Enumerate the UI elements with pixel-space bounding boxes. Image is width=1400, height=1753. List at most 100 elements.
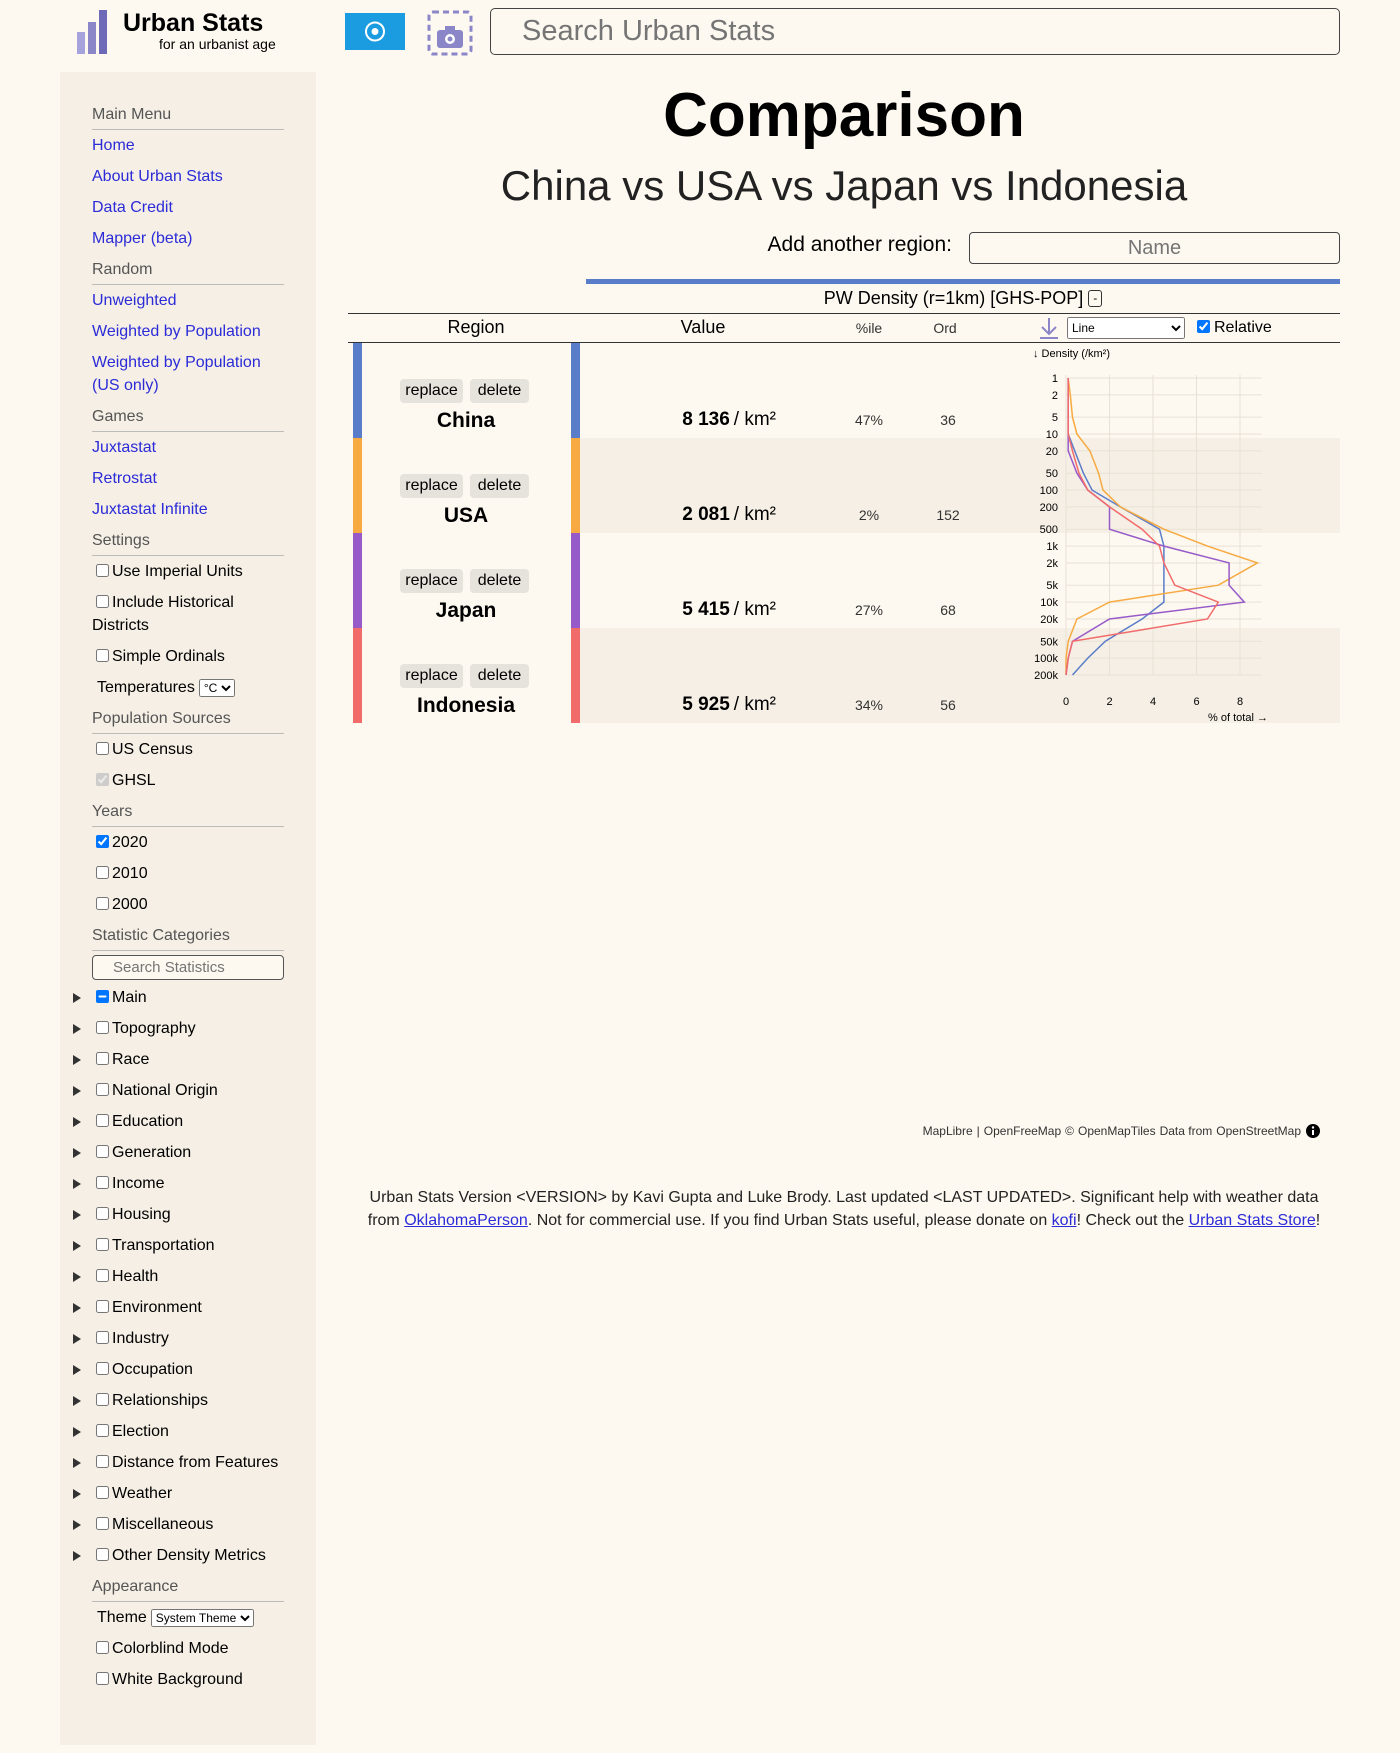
nav-link[interactable]: Weighted by Population	[92, 323, 261, 340]
site-title[interactable]: Urban Stats	[123, 9, 264, 37]
checkbox[interactable]	[96, 1548, 109, 1561]
checkbox[interactable]	[96, 1641, 109, 1654]
expand-arrow[interactable]	[73, 1365, 82, 1375]
checkbox[interactable]	[96, 1083, 109, 1096]
expand-arrow[interactable]	[73, 1179, 82, 1189]
expand-arrow[interactable]	[73, 1024, 82, 1034]
checkbox[interactable]	[96, 1052, 109, 1065]
checkbox[interactable]	[96, 1300, 109, 1313]
density-line	[1065, 377, 1260, 675]
checkbox[interactable]	[96, 1424, 109, 1437]
attribution-part[interactable]: MapLibre	[922, 1124, 973, 1138]
expand-arrow[interactable]	[73, 1241, 82, 1251]
region-name[interactable]: Indonesia	[416, 694, 516, 717]
expand-arrow[interactable]	[73, 1458, 82, 1468]
region-name[interactable]: Japan	[435, 599, 497, 622]
relative-checkbox[interactable]	[1197, 320, 1210, 333]
nav-link[interactable]: Unweighted	[92, 292, 177, 309]
expand-arrow[interactable]	[73, 1055, 82, 1065]
checkbox[interactable]	[96, 1114, 109, 1127]
expand-arrow[interactable]	[73, 1520, 82, 1530]
expand-arrow[interactable]	[73, 1551, 82, 1561]
replace-button[interactable]: replace	[400, 664, 463, 688]
footer-link[interactable]: kofi	[1051, 1212, 1077, 1229]
checkbox[interactable]	[96, 1393, 109, 1406]
expand-arrow[interactable]	[73, 1117, 82, 1127]
screenshot-button[interactable]	[427, 10, 473, 56]
add-region-input[interactable]	[969, 232, 1340, 264]
checkbox[interactable]	[96, 1269, 109, 1282]
checkbox[interactable]	[96, 1362, 109, 1375]
checkbox[interactable]	[96, 1672, 109, 1685]
expand-arrow[interactable]	[73, 1489, 82, 1499]
y-tick-label: 200	[1040, 502, 1058, 514]
attribution-part[interactable]: |	[976, 1124, 980, 1138]
nav-link[interactable]: Retrostat	[92, 470, 157, 487]
statistic-name[interactable]: PW Density (r=1km) [GHS-POP]	[823, 288, 1084, 308]
attribution-part[interactable]: Data from	[1159, 1124, 1213, 1138]
checkbox[interactable]	[96, 1486, 109, 1499]
delete-button[interactable]: delete	[470, 664, 529, 688]
checkbox[interactable]	[96, 742, 109, 755]
checkbox[interactable]	[96, 866, 109, 879]
checkbox[interactable]	[96, 1021, 109, 1034]
attribution-part[interactable]: OpenMapTiles	[1078, 1124, 1156, 1138]
info-icon[interactable]	[1305, 1123, 1321, 1139]
checkbox-label: Housing	[112, 1206, 171, 1223]
checkbox[interactable]	[96, 1238, 109, 1251]
replace-button[interactable]: replace	[400, 474, 463, 498]
setting-label: Temperatures	[97, 679, 195, 696]
checkbox[interactable]	[96, 1145, 109, 1158]
nav-link[interactable]: Juxtastat Infinite	[92, 501, 208, 518]
nav-link[interactable]: About Urban Stats	[92, 168, 223, 185]
checkbox[interactable]	[96, 990, 109, 1003]
region-name[interactable]: USA	[443, 504, 489, 527]
nav-link[interactable]: Home	[92, 137, 135, 154]
expand-arrow[interactable]	[73, 1334, 82, 1344]
checkbox[interactable]	[96, 835, 109, 848]
checkbox[interactable]	[96, 1176, 109, 1189]
expand-arrow[interactable]	[73, 1396, 82, 1406]
expand-arrow[interactable]	[73, 1427, 82, 1437]
nav-link[interactable]: Weighted by Population (US only)	[92, 354, 261, 394]
expand-arrow[interactable]	[73, 993, 82, 1003]
checkbox[interactable]	[96, 649, 109, 662]
collapse-button[interactable]: -	[1088, 290, 1103, 307]
delete-button[interactable]: delete	[470, 569, 529, 593]
expand-arrow[interactable]	[73, 1303, 82, 1313]
nav-link[interactable]: Data Credit	[92, 199, 173, 216]
footer-link[interactable]: OklahomaPerson	[404, 1212, 528, 1229]
checkbox[interactable]	[96, 595, 109, 608]
checkbox[interactable]	[96, 1455, 109, 1468]
expand-arrow[interactable]	[73, 1086, 82, 1096]
search-box[interactable]	[490, 8, 1340, 55]
attribution-part[interactable]: OpenFreeMap	[983, 1124, 1062, 1138]
statistic-bar	[586, 279, 1340, 284]
attribution-part[interactable]: ©	[1065, 1124, 1074, 1138]
checkbox[interactable]	[96, 773, 109, 786]
expand-arrow[interactable]	[73, 1210, 82, 1220]
checkbox[interactable]	[96, 1331, 109, 1344]
expand-arrow[interactable]	[73, 1272, 82, 1282]
footer-link[interactable]: Urban Stats Store	[1188, 1212, 1316, 1229]
expand-arrow[interactable]	[73, 1148, 82, 1158]
un-flag[interactable]	[345, 13, 405, 50]
checkbox[interactable]	[96, 1207, 109, 1220]
replace-button[interactable]: replace	[400, 569, 463, 593]
delete-button[interactable]: delete	[470, 474, 529, 498]
footer-text: ! Check out the	[1076, 1212, 1189, 1229]
plot-mode-select[interactable]: Line	[1067, 317, 1185, 339]
setting-select[interactable]: System Theme	[150, 1609, 254, 1627]
region-name[interactable]: China	[436, 409, 496, 432]
checkbox[interactable]	[96, 564, 109, 577]
nav-link[interactable]: Juxtastat	[92, 439, 157, 456]
replace-button[interactable]: replace	[400, 379, 463, 403]
sort-icon[interactable]	[1038, 316, 1060, 340]
checkbox[interactable]	[96, 1517, 109, 1530]
setting-select[interactable]: °C	[198, 679, 235, 697]
nav-link[interactable]: Mapper (beta)	[92, 230, 193, 247]
statistic-search[interactable]	[92, 955, 284, 980]
checkbox[interactable]	[96, 897, 109, 910]
attribution-part[interactable]: OpenStreetMap	[1216, 1124, 1301, 1138]
delete-button[interactable]: delete	[470, 379, 529, 403]
